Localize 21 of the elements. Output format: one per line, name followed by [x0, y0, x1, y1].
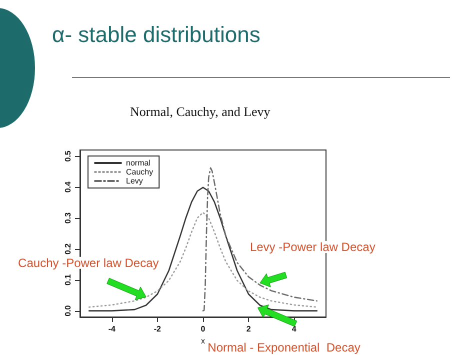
line-series: [202, 167, 318, 312]
legend-label: Cauchy: [126, 168, 154, 176]
chart-subtitle: Normal, Cauchy, and Levy: [130, 104, 270, 120]
y-tick-label: 0.3: [64, 212, 72, 224]
legend-label: normal: [126, 158, 151, 168]
y-tick-label: 0.5: [64, 150, 72, 162]
x-tick-label: -2: [154, 324, 162, 334]
y-tick-label: 0.2: [64, 242, 72, 255]
x-tick-label: 4: [292, 324, 297, 334]
x-tick-label: 0: [200, 324, 206, 334]
y-tick-label: 0.0: [64, 304, 72, 316]
annotation: Cauchy -Power law Decay: [18, 256, 159, 270]
annotation: Normal - Exponential Decay: [208, 340, 360, 355]
y-tick-label: 0.1: [64, 274, 72, 286]
x-axis-title: x: [201, 336, 205, 346]
x-tick-label: 2: [246, 324, 252, 334]
annotation: Levy -Power law Decay: [250, 240, 376, 254]
legend-label: Levy: [126, 176, 143, 186]
x-tick-label: -4: [108, 324, 116, 334]
chart-title: α- stable distributions: [52, 22, 260, 48]
y-tick-label: 0.4: [64, 181, 72, 193]
